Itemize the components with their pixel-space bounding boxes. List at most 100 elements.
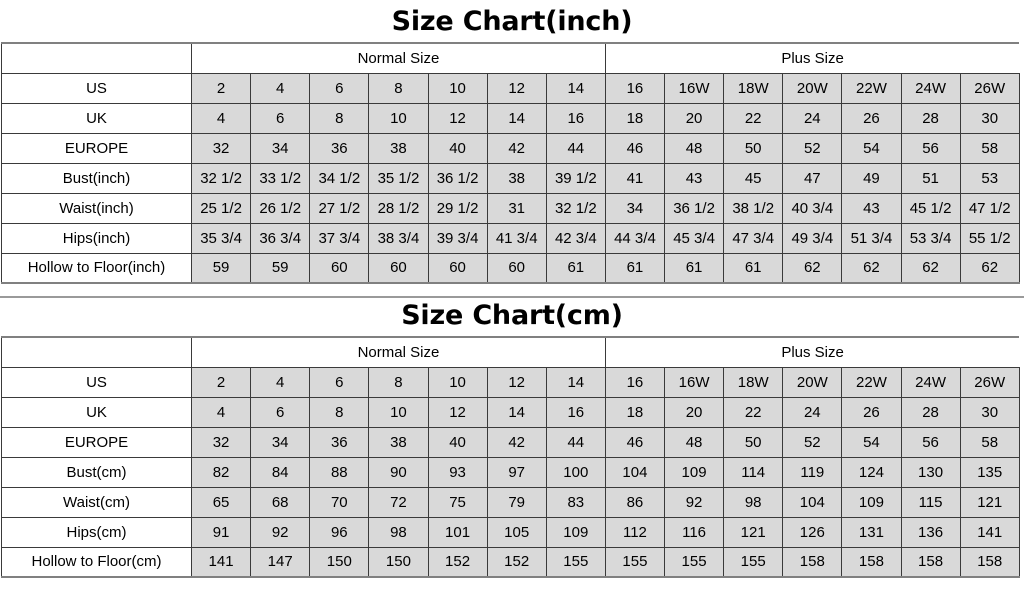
table-cell: 124 [841, 456, 902, 488]
table-cell: 38 [486, 162, 547, 194]
table-cell: 16 [604, 72, 666, 104]
table-cell: 141 [959, 516, 1020, 548]
table-cell: 10 [368, 396, 429, 428]
table-cell: 8 [368, 72, 429, 104]
table-cell: 53 [959, 162, 1020, 194]
table-cell: 109 [663, 456, 725, 488]
table-cell: 60 [486, 252, 547, 284]
table-cell: 150 [368, 546, 429, 578]
table-cell: 47 1/2 [959, 192, 1020, 224]
table-cell: 44 [545, 132, 606, 164]
table-cell: 26 1/2 [250, 192, 311, 224]
table-cell: 121 [959, 486, 1020, 518]
table-cell: 84 [250, 456, 311, 488]
table-row: Hips(cm) 91 92 96 98 101 105 109 112 116 121 126 131… [1, 516, 1020, 548]
table-cell: 36 [309, 132, 370, 164]
table-cell: 98 [368, 516, 429, 548]
table-cell: 98 [723, 486, 784, 518]
table-cell: 86 [604, 486, 666, 518]
row-label: Hips(inch) [1, 222, 192, 254]
table-row: Hollow to Floor(cm) 141 147 150 150 152 152 155… [1, 546, 1020, 578]
table-cell: 26W [959, 72, 1020, 104]
table-row: Waist(cm) 65 68 70 72 75 79 83 86 92 98 104 109 115 12… [1, 486, 1020, 518]
table-cell: 34 [250, 426, 311, 458]
table-cell: 10 [427, 366, 488, 398]
table-cell: 62 [900, 252, 961, 284]
table-row: Waist(inch) 25 1/2 26 1/2 27 1/2 28 1/2 29 1/… [1, 192, 1020, 224]
table-cell: 91 [190, 516, 252, 548]
table-cell: 62 [841, 252, 902, 284]
table-cell: 38 3/4 [368, 222, 429, 254]
table-cell: 93 [427, 456, 488, 488]
table-cell: 104 [604, 456, 666, 488]
table-cell: 97 [486, 456, 547, 488]
size-chart-inch-block: Size Chart(inch) Normal Size Plus Size US 2… [0, 4, 1024, 284]
table-row: EUROPE 32 34 36 38 40 42 44 46 48 50 52 54 56 58 [1, 132, 1020, 164]
table-cell: 24W [900, 366, 961, 398]
table-cell: 152 [427, 546, 488, 578]
table-cell: 8 [368, 366, 429, 398]
table-cell: 39 3/4 [427, 222, 488, 254]
table-cell: 33 1/2 [250, 162, 311, 194]
table-cell: 147 [250, 546, 311, 578]
table-cell: 4 [190, 396, 252, 428]
table-cell: 158 [959, 546, 1020, 578]
table-cell: 61 [663, 252, 725, 284]
table-cell: 45 3/4 [663, 222, 725, 254]
table-cell: 112 [604, 516, 666, 548]
table-cell: 2 [190, 366, 252, 398]
size-table-inch: Normal Size Plus Size US 2 4 6 8 10 12 14 16 16W 18W… [1, 42, 1020, 284]
group-header-normal-size: Normal Size [191, 336, 606, 368]
table-cell: 96 [309, 516, 370, 548]
table-cell: 150 [309, 546, 370, 578]
table-cell: 45 1/2 [900, 192, 961, 224]
table-cell: 141 [190, 546, 252, 578]
table-cell: 47 3/4 [723, 222, 784, 254]
table-cell: 60 [427, 252, 488, 284]
table-row: EUROPE 32 34 36 38 40 42 44 46 48 50 52 54 56 58 [1, 426, 1020, 458]
table-cell: 83 [545, 486, 606, 518]
table-cell: 56 [900, 426, 961, 458]
row-label: Hollow to Floor(inch) [1, 252, 192, 284]
table-cell: 6 [309, 366, 370, 398]
group-header-normal-size: Normal Size [191, 42, 606, 74]
table-cell: 116 [663, 516, 725, 548]
table-cell: 22W [841, 366, 902, 398]
table-cell: 75 [427, 486, 488, 518]
table-cell: 59 [250, 252, 311, 284]
table-cell: 44 3/4 [604, 222, 666, 254]
table-cell: 10 [368, 102, 429, 134]
table-cell: 14 [486, 102, 547, 134]
table-cell: 14 [545, 366, 606, 398]
table-cell: 126 [782, 516, 843, 548]
table-cell: 18W [723, 72, 784, 104]
table-cell: 109 [545, 516, 606, 548]
table-cell: 22 [723, 102, 784, 134]
table-cell: 4 [190, 102, 252, 134]
table-cell: 26 [841, 396, 902, 428]
table-cell: 41 3/4 [486, 222, 547, 254]
table-cell: 38 [368, 426, 429, 458]
table-cell: 114 [723, 456, 784, 488]
table-cell: 32 [190, 132, 252, 164]
table-cell: 22W [841, 72, 902, 104]
table-cell: 40 [427, 426, 488, 458]
table-row: Hollow to Floor(inch) 59 59 60 60 60 60 61 61 61 6… [1, 252, 1020, 284]
row-label: EUROPE [1, 132, 192, 164]
table-cell: 14 [545, 72, 606, 104]
table-cell: 4 [250, 366, 311, 398]
table-cell: 18W [723, 366, 784, 398]
table-cell: 40 [427, 132, 488, 164]
table-cell: 131 [841, 516, 902, 548]
table-cell: 37 3/4 [309, 222, 370, 254]
row-label: US [1, 366, 192, 398]
table-cell: 6 [309, 72, 370, 104]
table-cell: 2 [190, 72, 252, 104]
table-cell: 40 3/4 [782, 192, 843, 224]
table-cell: 152 [486, 546, 547, 578]
size-table-cm: Normal Size Plus Size US 2 4 6 8 10 12 14 16 16W 18W… [1, 336, 1020, 578]
table-cell: 155 [545, 546, 606, 578]
table-cell: 28 1/2 [368, 192, 429, 224]
table-cell: 68 [250, 486, 311, 518]
table-cell: 22 [723, 396, 784, 428]
